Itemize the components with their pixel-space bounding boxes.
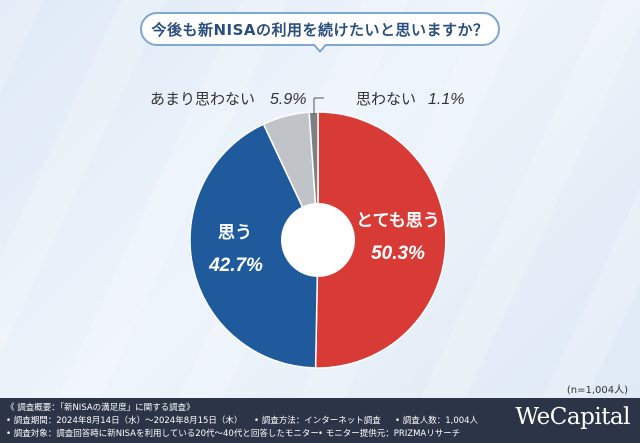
footer-period: • 調査期間：2024年8月14日（水）〜2024年8月15日（木） [6, 416, 243, 426]
donut-hole [281, 203, 355, 277]
slice-label-omowanai: 思わない [356, 91, 416, 108]
pie-slices [189, 111, 447, 369]
chart-title-text: 今後も新NISAの利用を続けたいと思いますか？ [151, 20, 489, 39]
slice-label-totemo: とても思う [356, 211, 440, 230]
slice-totemo [314, 111, 447, 369]
sample-size-note: (n=1,004人) [566, 385, 628, 396]
slice-label-amari: あまり思わない [150, 91, 255, 108]
footer-method: • 調査方法：インターネット調査 [254, 416, 381, 426]
footer-overview: 《 調査概要：「新NISAの満足度」に関する調査》 [6, 403, 195, 413]
pie-chart: とても思う 50.3% 思う 42.7% あまり思わない 5.9% 思わない 1… [150, 91, 464, 369]
brand-logo: WeCapital [515, 404, 630, 430]
slice-value-omowanai: 1.1% [428, 91, 464, 108]
footer-target: • 調査対象：調査回答時に新NISAを利用している20代〜40代と回答したモニタ… [6, 429, 319, 439]
footer-count: • 調査人数：1,004人 [395, 416, 479, 426]
slice-value-amari: 5.9% [270, 91, 306, 108]
footer-provider: • モニター提供元：PRIZMAリサーチ [318, 429, 461, 439]
slice-omou [189, 123, 319, 369]
slice-value-totemo: 50.3% [371, 243, 425, 264]
footer: 《 調査概要：「新NISAの満足度」に関する調査》 • 調査期間：2024年8月… [0, 398, 640, 443]
slice-label-omou: 思う [218, 223, 252, 242]
chart-title: 今後も新NISAの利用を続けたいと思いますか？ [140, 12, 500, 53]
slice-value-omou: 42.7% [208, 255, 263, 276]
